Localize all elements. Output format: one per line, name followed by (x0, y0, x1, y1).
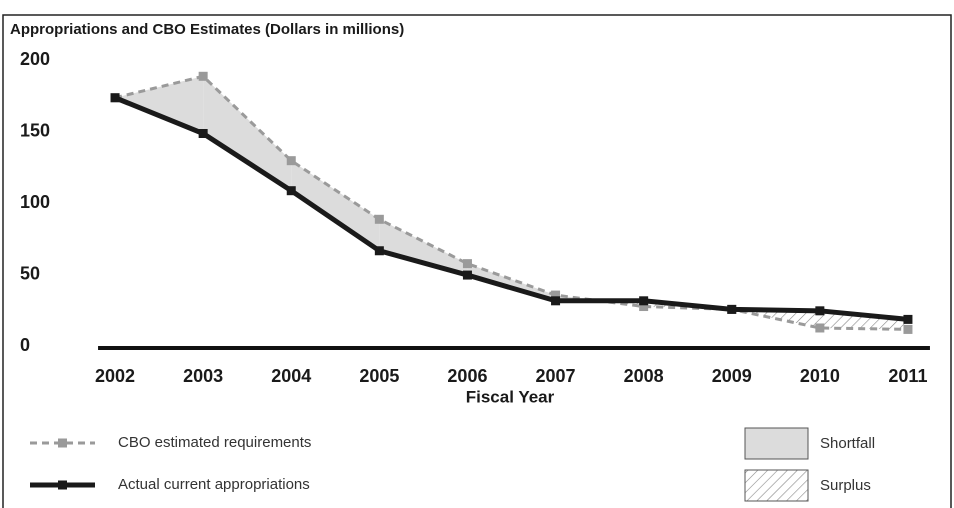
point-marker (815, 306, 825, 316)
point-marker (639, 296, 649, 306)
point-marker (727, 304, 737, 314)
x-tick-label: 2007 (536, 366, 576, 386)
areas (115, 76, 908, 330)
series-line (114, 95, 909, 322)
point-marker (110, 93, 120, 103)
area-shortfall (203, 76, 292, 191)
point-marker (198, 129, 208, 138)
x-tick-label: 2008 (624, 366, 664, 386)
point-marker (551, 290, 561, 300)
plot (98, 71, 930, 350)
legend-swatch (744, 427, 809, 460)
y-tick-label: 0 (20, 335, 30, 355)
y-tick-label: 150 (20, 120, 50, 140)
legend-label: Actual current appropriations (118, 476, 310, 493)
point-marker (462, 270, 472, 280)
legend-label: CBO estimated requirements (118, 434, 311, 451)
legend-label: Surplus (820, 477, 871, 494)
point-marker (286, 186, 296, 196)
legend-label: Shortfall (820, 435, 875, 452)
x-tick-label: 2005 (359, 366, 399, 386)
x-tick-label: 2003 (183, 366, 223, 386)
x-tick-label: 2011 (888, 366, 927, 386)
point-marker (462, 259, 472, 269)
legend-marker (58, 480, 67, 490)
point-marker (551, 296, 561, 306)
y-tick-label: 200 (20, 49, 50, 69)
chart-subtitle: Appropriations and CBO Estimates (Dollar… (10, 21, 404, 38)
x-axis-label: Fiscal Year (466, 387, 555, 406)
point-marker (374, 246, 384, 256)
y-tick-label: 50 (20, 263, 40, 283)
area-shortfall (467, 263, 556, 301)
frame (2, 14, 952, 508)
x-tick-label: 2002 (95, 366, 135, 386)
area-shortfall (115, 76, 204, 134)
area-shortfall (379, 219, 468, 276)
x-tick-label: 2006 (447, 366, 487, 386)
x-tick-label: 2009 (712, 366, 752, 386)
point-marker (815, 323, 825, 333)
x-tick-label: 2004 (271, 366, 311, 386)
y-tick-label: 100 (20, 192, 50, 212)
point-marker (639, 302, 649, 312)
legend-marker (58, 438, 67, 448)
x-tick-label: 2010 (800, 366, 840, 386)
point-marker (198, 71, 208, 81)
legend-swatch (744, 469, 809, 502)
area-shortfall (291, 160, 380, 251)
point-marker (903, 314, 913, 324)
series-line (114, 74, 908, 331)
point-marker (286, 156, 296, 166)
point-marker (374, 214, 384, 224)
point-marker (903, 324, 913, 334)
